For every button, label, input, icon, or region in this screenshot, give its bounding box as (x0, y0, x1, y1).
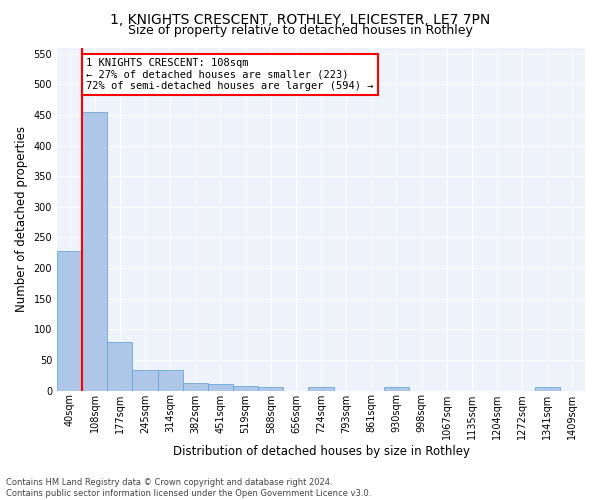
Bar (57, 251, 82, 390)
Bar (384, 388, 409, 390)
X-axis label: Distribution of detached houses by size in Rothley: Distribution of detached houses by size … (173, 444, 470, 458)
Bar (107, 342, 133, 390)
Text: Contains HM Land Registry data © Crown copyright and database right 2024.
Contai: Contains HM Land Registry data © Crown c… (6, 478, 371, 498)
Bar (535, 388, 560, 390)
Bar (233, 386, 258, 390)
Y-axis label: Number of detached properties: Number of detached properties (15, 126, 28, 312)
Bar (258, 388, 283, 390)
Bar (183, 383, 208, 390)
Text: 1, KNIGHTS CRESCENT, ROTHLEY, LEICESTER, LE7 7PN: 1, KNIGHTS CRESCENT, ROTHLEY, LEICESTER,… (110, 12, 490, 26)
Bar (158, 370, 183, 390)
Text: 1 KNIGHTS CRESCENT: 108sqm
← 27% of detached houses are smaller (223)
72% of sem: 1 KNIGHTS CRESCENT: 108sqm ← 27% of deta… (86, 58, 373, 91)
Bar (82, 112, 107, 390)
Bar (308, 388, 334, 390)
Text: Size of property relative to detached houses in Rothley: Size of property relative to detached ho… (128, 24, 472, 37)
Bar (208, 384, 233, 390)
Bar (133, 370, 158, 390)
